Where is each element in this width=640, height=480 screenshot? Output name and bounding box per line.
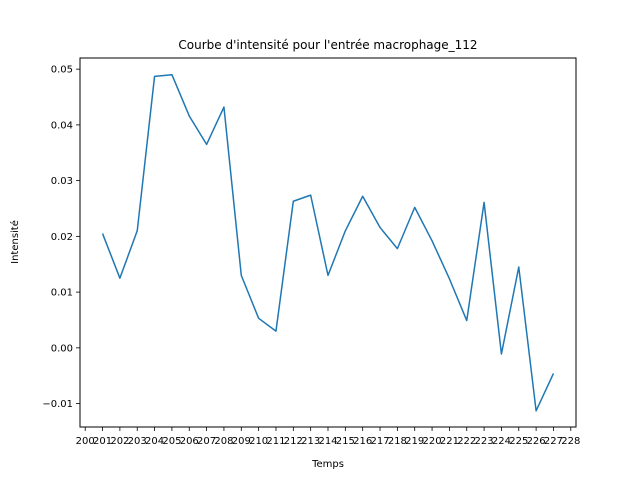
y-tick-label: 0.01: [51, 288, 73, 299]
x-axis-label: Temps: [311, 459, 344, 470]
x-tick-label: 227: [544, 436, 563, 447]
x-tick-label: 228: [561, 436, 580, 447]
y-tick-label: 0.02: [51, 232, 73, 243]
x-tick-label: 205: [162, 436, 181, 447]
series-layer: [101, 73, 555, 412]
x-tick-label: 207: [197, 436, 216, 447]
x-tick-label: 204: [145, 436, 164, 447]
plot-frame: [79, 57, 577, 428]
y-tick-label: −0.01: [42, 399, 73, 410]
x-tick-label: 214: [318, 436, 337, 447]
x-tick-label: 225: [509, 436, 528, 447]
x-tick-label: 221: [440, 436, 459, 447]
y-axis: −0.01 0.00 0.01 0.02 0.03 0.04 0.05: [42, 65, 80, 410]
x-tick-label: 209: [232, 436, 251, 447]
x-tick-label: 222: [457, 436, 476, 447]
x-tick-label: 200: [76, 436, 95, 447]
x-tick-label: 213: [301, 436, 320, 447]
y-axis-label: Intensité: [9, 220, 21, 264]
x-tick-label: 208: [214, 436, 233, 447]
x-tick-label: 218: [388, 436, 407, 447]
x-tick-label: 206: [180, 436, 199, 447]
chart-title: Courbe d'intensité pour l'entrée macroph…: [178, 38, 477, 52]
x-tick-label: 211: [266, 436, 285, 447]
x-tick-label: 226: [527, 436, 546, 447]
x-tick-label: 201: [93, 436, 112, 447]
x-axis: 2002012022032042052062072082092102112122…: [76, 427, 580, 447]
x-tick-label: 212: [284, 436, 303, 447]
y-tick-label: 0.00: [51, 343, 73, 354]
x-tick-label: 224: [492, 436, 511, 447]
x-tick-label: 220: [423, 436, 442, 447]
x-tick-label: 223: [475, 436, 494, 447]
x-tick-label: 202: [110, 436, 129, 447]
x-tick-label: 215: [336, 436, 355, 447]
x-tick-label: 210: [249, 436, 268, 447]
x-tick-label: 216: [353, 436, 372, 447]
y-tick-label: 0.03: [51, 176, 73, 187]
y-tick-label: 0.04: [51, 120, 73, 131]
x-tick-label: 219: [405, 436, 424, 447]
x-tick-label: 217: [370, 436, 389, 447]
x-tick-label: 203: [128, 436, 147, 447]
series-line-0: [101, 73, 555, 412]
y-tick-label: 0.05: [51, 65, 73, 76]
